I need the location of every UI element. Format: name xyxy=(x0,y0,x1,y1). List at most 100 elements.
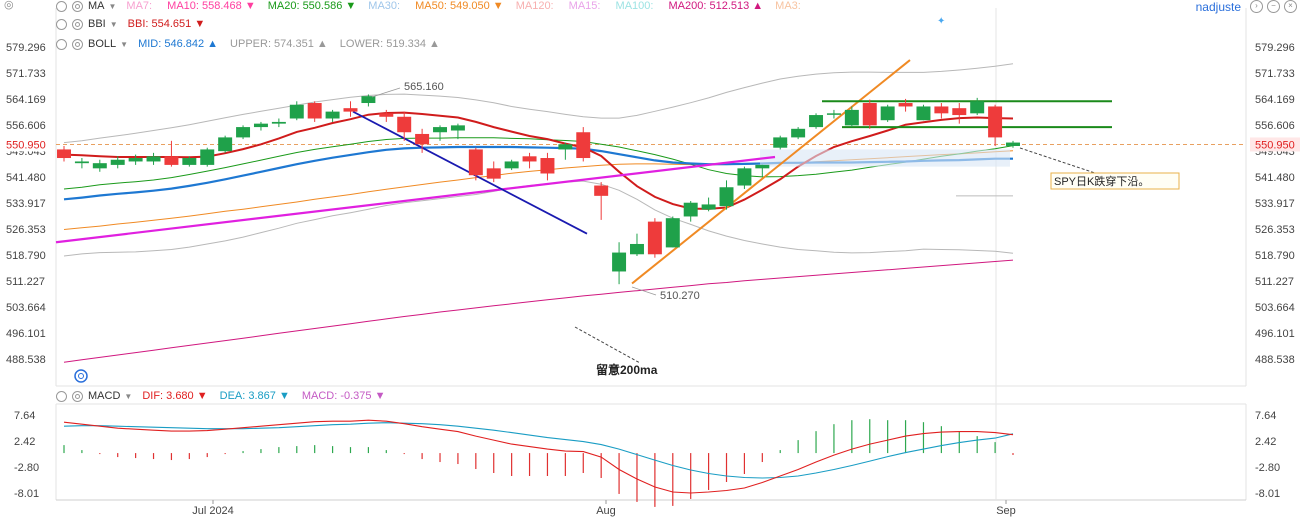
candle-body xyxy=(970,101,985,114)
brand-label[interactable]: nadjuste xyxy=(1195,0,1241,14)
chevron-down-icon[interactable]: ▼ xyxy=(124,391,133,401)
y-tick-right: 564.169 xyxy=(1255,94,1295,106)
candle-body xyxy=(558,144,573,150)
y-tick-left: 571.733 xyxy=(6,68,46,80)
boll-indicator-row: BOLL ▼ MID: 546.842 ▲ UPPER: 574.351 ▲ LOW… xyxy=(56,36,458,52)
candle-body xyxy=(791,128,806,138)
macd-item-0: DIF: 3.680 ▼ xyxy=(142,390,208,402)
boll-upper-line xyxy=(63,63,1014,144)
y-tick-right: 579.296 xyxy=(1255,42,1295,54)
y-tick-right: 496.101 xyxy=(1255,328,1295,340)
close-icon[interactable]: × xyxy=(1284,0,1297,13)
boll-name[interactable]: BOLL xyxy=(88,38,117,50)
gear-icon[interactable] xyxy=(72,38,83,50)
y-tick-left: 533.917 xyxy=(6,198,46,210)
macd-y-tick-right: 7.64 xyxy=(1255,410,1276,422)
eye-icon[interactable] xyxy=(56,0,67,12)
candle-body xyxy=(307,103,322,119)
ma-item-8: MA200: 512.513 ▲ xyxy=(668,0,764,12)
y-tick-right: 518.790 xyxy=(1255,250,1295,262)
candle-body xyxy=(182,158,197,165)
candle-body xyxy=(164,156,179,165)
macd-item-2: MACD: -0.375 ▼ xyxy=(301,390,386,402)
y-tick-right: 556.606 xyxy=(1255,120,1295,132)
note-box-frame xyxy=(1050,172,1180,190)
candle-body xyxy=(468,149,483,176)
x-tick-label: Sep xyxy=(996,505,1016,517)
boll-item-1: UPPER: 574.351 ▲ xyxy=(230,38,328,50)
chevron-down-icon[interactable]: ▼ xyxy=(108,1,117,11)
ma-item-1: MA10: 558.468 ▼ xyxy=(167,0,256,12)
current-price-bg-right xyxy=(1250,137,1300,152)
candle-body xyxy=(629,243,644,255)
chevron-down-icon[interactable]: ▼ xyxy=(120,39,129,49)
x-tick-label: Aug xyxy=(596,505,616,517)
y-tick-right: 541.480 xyxy=(1255,172,1295,184)
bbi-name[interactable]: BBI xyxy=(88,18,106,30)
y-tick-left: 556.606 xyxy=(6,120,46,132)
collapse-icon[interactable]: ◎ xyxy=(4,0,14,11)
candle-body xyxy=(576,132,591,159)
eye-icon[interactable] xyxy=(56,38,67,50)
boll-item-0: MID: 546.842 ▲ xyxy=(138,38,219,50)
eye-icon[interactable] xyxy=(56,390,67,402)
candle-body xyxy=(522,156,537,162)
candle-body xyxy=(612,252,627,272)
note-box-text: SPY日K跌穿下沿。 xyxy=(1054,174,1149,188)
y-tick-right: 511.227 xyxy=(1255,276,1294,288)
candle-body xyxy=(128,158,143,162)
ma-item-5: MA120: xyxy=(515,0,557,12)
macd-y-tick-right: -2.80 xyxy=(1255,462,1280,474)
ma-item-4: MA50: 549.050 ▼ xyxy=(415,0,504,12)
note-200ma-pointer xyxy=(574,326,641,364)
bbi-line xyxy=(63,111,1014,210)
high-price-label: 565.160 xyxy=(404,81,444,93)
arrow-icon[interactable]: › xyxy=(1250,0,1263,13)
eye-icon[interactable] xyxy=(56,18,67,30)
macd-y-tick-left: -2.80 xyxy=(14,462,39,474)
small-star-icon: ✦ xyxy=(937,16,945,27)
candle-body xyxy=(737,168,752,186)
note-box-pointer xyxy=(1019,147,1099,175)
dea-line xyxy=(63,422,1014,479)
gear-icon[interactable] xyxy=(72,0,83,12)
candle-body xyxy=(379,113,394,117)
boll-values: MID: 546.842 ▲ UPPER: 574.351 ▲ LOWER: 519… xyxy=(138,38,452,50)
gear-icon[interactable] xyxy=(72,390,83,402)
candle-body xyxy=(450,125,465,131)
bbi-values: BBI: 554.651 ▼ xyxy=(128,18,218,30)
macd-name[interactable]: MACD xyxy=(88,390,121,402)
candle-body xyxy=(271,121,286,124)
y-tick-right: 571.733 xyxy=(1255,68,1295,80)
minus-icon[interactable]: − xyxy=(1267,0,1280,13)
candle-body xyxy=(486,168,501,179)
candle-body xyxy=(826,113,841,115)
candle-body xyxy=(988,106,1003,138)
target-icon-inner xyxy=(78,373,84,379)
candle-body xyxy=(433,127,448,133)
y-tick-left: 579.296 xyxy=(6,42,46,54)
current-price-bg-left xyxy=(1,137,53,152)
y-tick-left: 496.101 xyxy=(6,328,46,340)
bbi-indicator-row: BBI ▼ BBI: 554.651 ▼ xyxy=(56,16,223,32)
y-tick-right: 503.664 xyxy=(1255,302,1295,314)
candle-body xyxy=(218,137,233,152)
ma-name[interactable]: MA xyxy=(88,0,105,12)
chevron-down-icon[interactable]: ▼ xyxy=(109,19,118,29)
candle-body xyxy=(719,187,734,207)
macd-y-tick-right: -8.01 xyxy=(1255,488,1280,500)
candle-body xyxy=(701,204,716,210)
candle-body xyxy=(1006,142,1020,146)
candle-body xyxy=(325,111,340,119)
boll-lower-line xyxy=(63,180,1014,257)
gear-icon[interactable] xyxy=(72,18,83,30)
dif-line xyxy=(63,419,1014,494)
x-tick-label: Jul 2024 xyxy=(192,505,234,517)
candle-body xyxy=(236,127,251,138)
candle-body xyxy=(57,149,71,159)
ma-indicator-row: MA ▼ MA7: MA10: 558.468 ▼ MA20: 550.586 ▼… xyxy=(56,0,819,14)
candle-body xyxy=(504,161,519,169)
macd-y-tick-left: 7.64 xyxy=(14,410,35,422)
